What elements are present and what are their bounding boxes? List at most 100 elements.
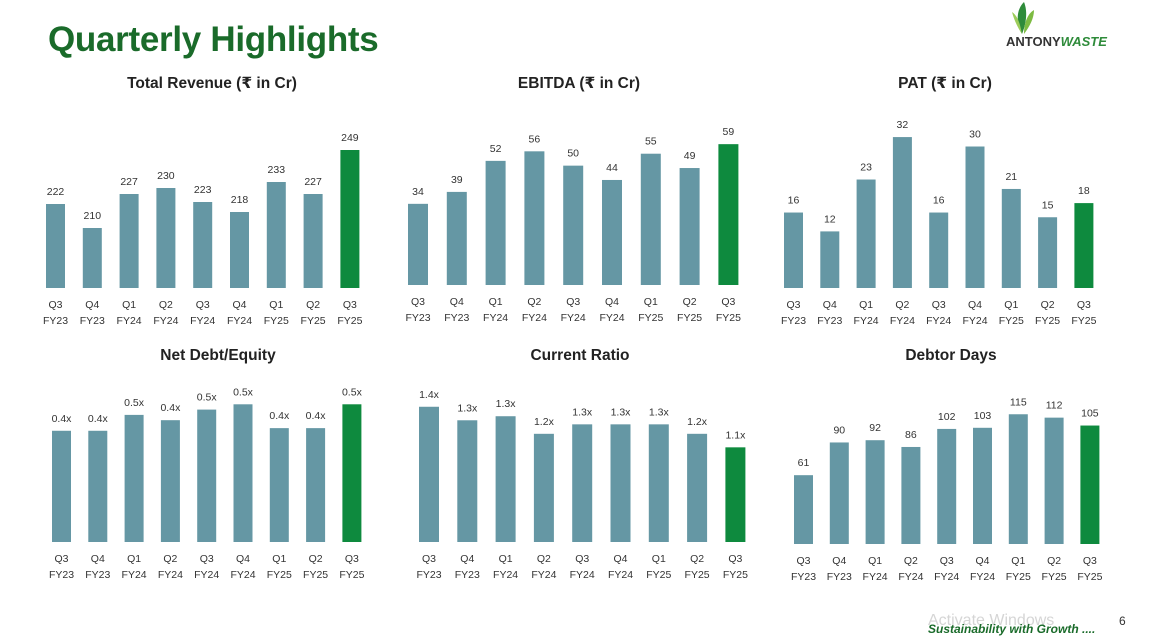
bar-revenue-8	[340, 150, 360, 288]
x-tick-quarter: Q4	[823, 299, 837, 311]
bar-revenue-1	[82, 228, 102, 288]
x-tick-year: FY24	[190, 315, 215, 327]
data-label: 1.3x	[496, 398, 517, 410]
activate-windows-watermark: Activate Windows	[928, 612, 1055, 629]
data-label: 0.4x	[269, 410, 290, 422]
data-label: 50	[567, 148, 579, 160]
bar-net-debt-equity-4	[197, 409, 217, 542]
x-tick-quarter: Q3	[345, 553, 359, 565]
bar-current-ratio-2	[495, 416, 516, 542]
data-label: 233	[268, 164, 286, 176]
x-tick-quarter: Q1	[868, 555, 882, 567]
x-tick-quarter: Q3	[796, 555, 810, 567]
x-tick-quarter: Q4	[236, 553, 250, 565]
bar-revenue-7	[303, 194, 323, 288]
footer-tagline: Sustainability with Growth ....	[928, 622, 1096, 636]
bar-ebitda-2	[485, 160, 506, 285]
bar-pat-7	[1038, 217, 1058, 288]
bar-net-debt-equity-6	[269, 428, 289, 542]
x-tick-year: FY24	[561, 312, 586, 324]
x-tick-quarter: Q2	[683, 296, 697, 308]
chart-title: Net Debt/Equity	[160, 347, 276, 364]
data-label: 218	[231, 194, 249, 206]
data-label: 1.2x	[534, 416, 555, 428]
x-tick-year: FY23	[444, 312, 469, 324]
x-tick-year: FY25	[1006, 571, 1031, 583]
bar-revenue-6	[266, 182, 286, 288]
x-tick-year: FY23	[49, 569, 74, 581]
data-label: 0.4x	[306, 410, 327, 422]
x-tick-quarter: Q3	[196, 299, 210, 311]
data-label: 55	[645, 136, 657, 148]
x-tick-quarter: Q1	[127, 553, 141, 565]
bar-pat-4	[929, 212, 949, 288]
x-tick-year: FY25	[646, 569, 671, 581]
x-tick-year: FY24	[970, 571, 995, 583]
x-tick-year: FY24	[153, 315, 178, 327]
x-tick-year: FY25	[677, 312, 702, 324]
bar-ebitda-0	[408, 203, 428, 285]
x-tick-year: FY24	[227, 315, 252, 327]
company-logo: ANTONYWASTE	[1002, 0, 1122, 60]
x-tick-year: FY23	[455, 569, 480, 581]
logo-text-antony: ANTONY	[1006, 34, 1061, 49]
chart-title: Total Revenue (₹ in Cr)	[127, 75, 297, 92]
x-tick-year: FY23	[817, 315, 842, 327]
bar-debtor-days-8	[1080, 425, 1100, 544]
bar-pat-1	[820, 231, 840, 288]
data-label: 32	[897, 119, 909, 131]
x-tick-quarter: Q2	[163, 553, 177, 565]
x-tick-year: FY24	[522, 312, 547, 324]
bar-debtor-days-5	[973, 427, 992, 544]
bar-pat-3	[892, 137, 912, 288]
x-tick-year: FY24	[854, 315, 879, 327]
bar-ebitda-4	[563, 165, 584, 285]
x-tick-quarter: Q2	[306, 299, 320, 311]
data-label: 103	[974, 410, 992, 422]
data-label: 16	[933, 195, 945, 207]
data-label: 222	[47, 186, 65, 198]
chart-net-debt-equity: Net Debt/Equity 0.4x Q3 FY23 0.4x Q4 FY23 0.5x…	[38, 347, 398, 592]
bar-debtor-days-0	[794, 475, 813, 544]
x-tick-year: FY25	[638, 312, 663, 324]
x-tick-quarter: Q3	[1083, 555, 1097, 567]
x-tick-year: FY23	[80, 315, 105, 327]
bar-ebitda-5	[602, 179, 622, 285]
data-label: 1.4x	[419, 389, 440, 401]
bar-pat-8	[1074, 203, 1094, 288]
x-tick-year: FY23	[405, 312, 430, 324]
x-tick-quarter: Q3	[721, 296, 735, 308]
bar-net-debt-equity-8	[342, 404, 362, 542]
bar-ebitda-1	[446, 191, 467, 285]
x-tick-quarter: Q4	[975, 555, 989, 567]
data-label: 23	[860, 162, 872, 174]
bar-ebitda-6	[640, 153, 661, 285]
data-label: 34	[412, 186, 424, 198]
chart-current-ratio: Current Ratio 1.4x Q3 FY23 1.3x Q4 FY23 1.3x Q1…	[404, 347, 756, 592]
x-tick-quarter: Q3	[1077, 299, 1091, 311]
bar-revenue-3	[156, 188, 176, 288]
page-title: Quarterly Highlights	[48, 20, 379, 59]
x-tick-year: FY23	[781, 315, 806, 327]
x-tick-quarter: Q2	[904, 555, 918, 567]
x-tick-quarter: Q4	[968, 299, 982, 311]
x-tick-year: FY25	[716, 312, 741, 324]
bar-current-ratio-5	[610, 424, 631, 542]
x-tick-quarter: Q2	[1041, 299, 1055, 311]
x-tick-year: FY24	[890, 315, 915, 327]
chart-title: Current Ratio	[530, 347, 630, 364]
x-tick-year: FY25	[339, 569, 364, 581]
data-label: 210	[84, 210, 102, 222]
data-label: 1.1x	[725, 429, 746, 441]
x-tick-year: FY25	[301, 315, 326, 327]
logo-wordmark: ANTONYWASTE	[1006, 34, 1107, 49]
data-label: 0.5x	[197, 392, 218, 404]
data-label: 227	[304, 176, 322, 188]
x-tick-year: FY24	[483, 312, 508, 324]
data-label: 56	[529, 133, 541, 145]
x-tick-year: FY25	[723, 569, 748, 581]
x-tick-quarter: Q3	[48, 299, 62, 311]
data-label: 0.5x	[342, 386, 363, 398]
chart-title: PAT (₹ in Cr)	[898, 75, 992, 92]
x-tick-quarter: Q1	[269, 299, 283, 311]
